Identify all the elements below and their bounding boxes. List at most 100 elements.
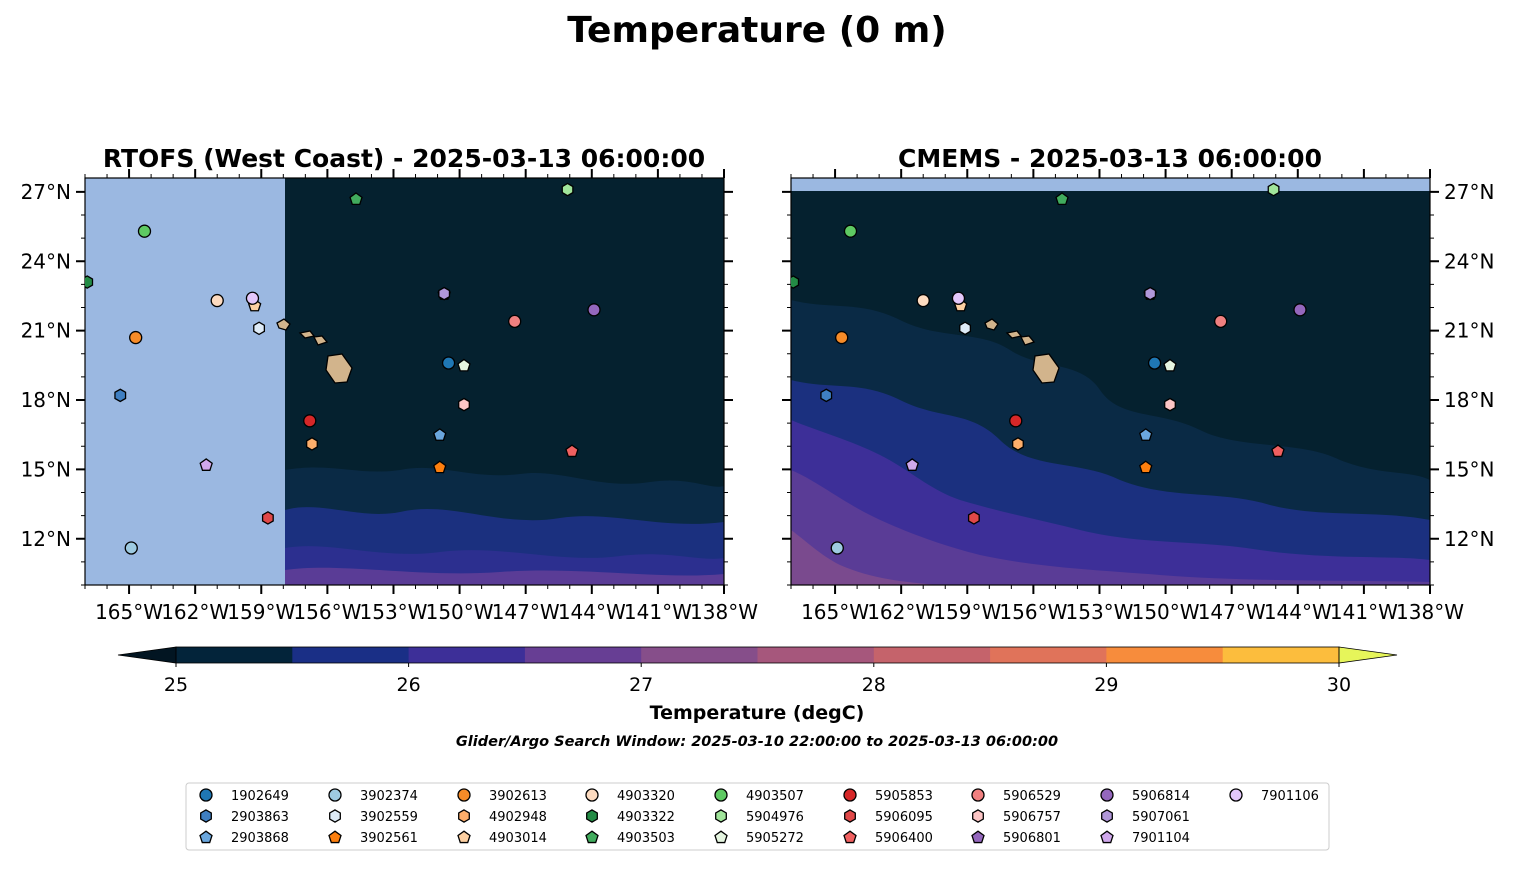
float-marker-4902948 xyxy=(306,437,318,451)
legend-label: 5906814 xyxy=(1132,789,1190,804)
legend-label: 5906400 xyxy=(875,831,933,846)
x-tick-label: 156°W xyxy=(293,600,361,624)
y-tick-label: 21°N xyxy=(1444,319,1494,343)
legend-label: 4903507 xyxy=(746,789,804,804)
left-map xyxy=(85,178,724,585)
colorbar-segment xyxy=(408,647,526,663)
legend-label: 3902561 xyxy=(360,831,418,846)
no-data-region xyxy=(791,178,1430,191)
x-tick-label: 165°W xyxy=(95,600,163,624)
legend-item-5906095: 5906095 xyxy=(844,809,933,825)
x-tick-label: 153°W xyxy=(360,600,428,624)
legend-label: 4903322 xyxy=(617,810,675,825)
legend-item-7901106: 7901106 xyxy=(1229,788,1319,804)
legend-item-5905272: 5905272 xyxy=(714,830,804,846)
x-tick-label: 153°W xyxy=(1066,600,1134,624)
legend-marker-4903507 xyxy=(714,788,728,802)
legend-item-5905853: 5905853 xyxy=(843,788,933,804)
float-marker-4903322 xyxy=(85,275,94,289)
y-tick-label: 27°N xyxy=(21,180,71,204)
legend-label: 3902613 xyxy=(489,789,547,804)
float-marker-4903503 xyxy=(349,192,363,206)
y-tick-label: 24°N xyxy=(1444,249,1494,273)
right-ticks: 165°W162°W159°W156°W153°W150°W147°W144°W… xyxy=(782,169,1494,624)
y-tick-label: 24°N xyxy=(21,249,71,273)
colorbar-segment xyxy=(176,647,293,663)
colorbar-segment xyxy=(873,647,991,663)
legend-label: 1902649 xyxy=(231,789,289,804)
right-map xyxy=(791,178,1430,585)
legend-label: 2903868 xyxy=(231,831,289,846)
legend-item-5904976: 5904976 xyxy=(715,809,804,825)
colorbar-under-arrow xyxy=(117,646,177,664)
float-marker-5906400 xyxy=(565,444,579,458)
x-tick-label: 159°W xyxy=(227,600,295,624)
x-tick-label: 165°W xyxy=(801,600,869,624)
legend-item-4903322: 4903322 xyxy=(586,809,675,825)
y-tick-label: 15°N xyxy=(1444,457,1494,481)
float-marker-7901106 xyxy=(245,291,260,305)
y-tick-label: 27°N xyxy=(1444,180,1494,204)
legend-label: 3902559 xyxy=(360,810,418,825)
float-marker-4903320 xyxy=(916,293,930,308)
legend-marker-3902561 xyxy=(328,830,342,844)
legend-item-7901104: 7901104 xyxy=(1100,830,1190,846)
float-marker-3902561 xyxy=(1138,460,1153,474)
float-marker-1902649 xyxy=(441,356,456,370)
legend-item-5906801: 5906801 xyxy=(971,830,1061,846)
colorbar-tick-label: 29 xyxy=(1094,674,1118,696)
legend-marker-4903322 xyxy=(586,809,598,823)
float-marker-5907061 xyxy=(438,286,451,301)
legend-item-4903507: 4903507 xyxy=(714,788,804,804)
colorbar-segment xyxy=(1222,647,1340,663)
float-marker-4903320 xyxy=(210,293,224,308)
right-panel-title: CMEMS - 2025-03-13 06:00:00 xyxy=(898,144,1322,173)
legend-item-2903868: 2903868 xyxy=(199,830,289,846)
legend-item-1902649: 1902649 xyxy=(199,788,289,804)
float-marker-5906814 xyxy=(587,303,601,317)
right-axes-frame xyxy=(790,177,1431,586)
search-window-caption: Glider/Argo Search Window: 2025-03-10 22… xyxy=(456,734,1058,750)
legend-marker-5907061 xyxy=(1101,809,1113,823)
float-marker-5906095 xyxy=(967,511,980,525)
float-marker-5906095 xyxy=(261,511,274,525)
float-marker-5906757 xyxy=(458,397,470,412)
float-marker-4903503 xyxy=(1055,192,1069,206)
float-marker-5905853 xyxy=(303,414,317,428)
legend-label: 4902948 xyxy=(489,810,547,825)
legend-label: 4903014 xyxy=(489,831,547,846)
float-marker-4902948 xyxy=(1012,437,1024,451)
legend-label: 4903320 xyxy=(617,789,675,804)
colorbar-segment xyxy=(641,647,758,663)
legend-marker-5906529 xyxy=(971,788,985,802)
legend-label: 5904976 xyxy=(746,810,804,825)
legend-label: 5905272 xyxy=(746,831,804,846)
float-marker-5906400 xyxy=(1271,444,1285,458)
legend-marker-1902649 xyxy=(199,788,213,802)
float-marker-7901104 xyxy=(199,458,213,471)
legend-label: 2903863 xyxy=(231,810,289,825)
legend-marker-5904976 xyxy=(715,809,727,823)
float-marker-5907061 xyxy=(1144,286,1157,301)
legend-item-3902613: 3902613 xyxy=(457,788,547,804)
legend-label: 5906801 xyxy=(1003,831,1061,846)
y-tick-label: 12°N xyxy=(21,527,71,551)
legend-marker-4903503 xyxy=(585,830,599,844)
float-marker-5906757 xyxy=(1164,397,1176,412)
legend-marker-3902374 xyxy=(328,788,342,802)
legend-item-4902948: 4902948 xyxy=(458,809,547,825)
float-marker-4903322 xyxy=(791,275,800,289)
float-marker-5904976 xyxy=(1267,182,1280,197)
legend-box xyxy=(185,782,1330,851)
legend-marker-5905853 xyxy=(843,788,857,802)
float-marker-2903868 xyxy=(1138,428,1153,441)
x-tick-label: 162°W xyxy=(161,600,229,624)
x-tick-label: 159°W xyxy=(933,600,1001,624)
float-marker-1902649 xyxy=(1147,356,1162,370)
legend-marker-7901104 xyxy=(1100,830,1114,844)
x-tick-label: 141°W xyxy=(624,600,692,624)
float-marker-3902374 xyxy=(830,541,844,555)
legend-marker-3902559 xyxy=(329,809,341,823)
x-tick-label: 138°W xyxy=(1396,600,1464,624)
